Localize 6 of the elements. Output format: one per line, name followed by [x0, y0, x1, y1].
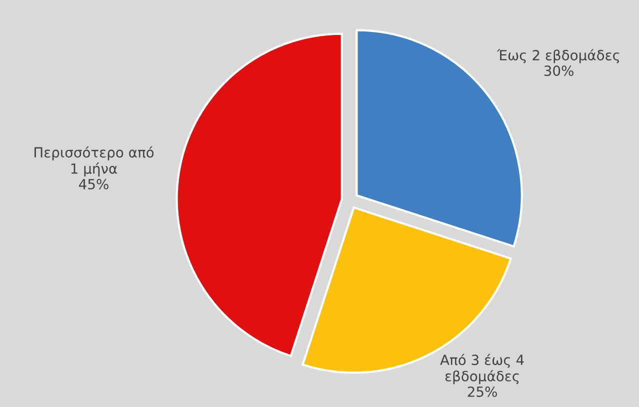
slice-label: Περισσότερο από 1 μήνα	[34, 146, 154, 177]
slice-label: Έως 2 εβδομάδες	[496, 49, 620, 64]
data-label: 30%	[544, 66, 574, 76]
data-label: 25%	[468, 386, 497, 397]
slice-label: Από 3 έως 4 εβδομάδες	[440, 354, 524, 384]
data-label: 45%	[79, 178, 108, 190]
